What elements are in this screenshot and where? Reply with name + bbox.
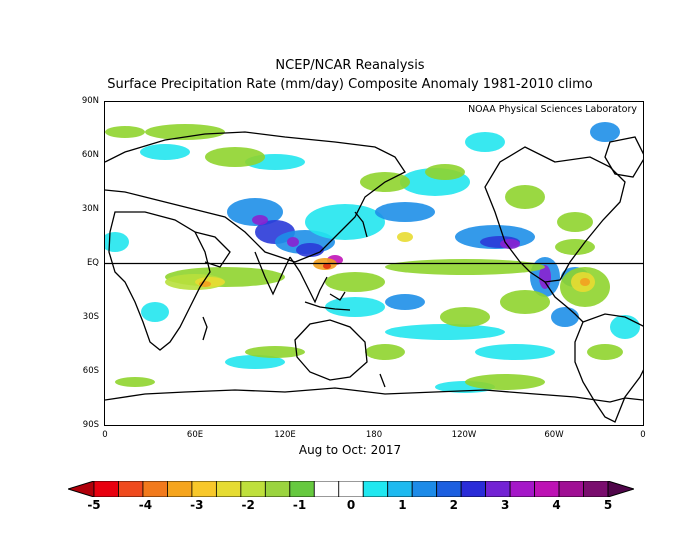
anomaly-region (115, 377, 155, 387)
anomaly-region (465, 374, 545, 390)
colorbar-box (142, 481, 168, 497)
colorbar-box (264, 481, 291, 497)
anomaly-region (465, 132, 505, 152)
colorbar-box (534, 481, 560, 497)
colorbar-label: -4 (138, 498, 153, 512)
anomaly-region (440, 307, 490, 327)
colorbar-label: 5 (603, 498, 613, 512)
lon-label-120w: 120W (451, 430, 477, 440)
anomaly-map (105, 122, 643, 423)
colorbar-box (167, 481, 193, 497)
colorbar-box (509, 481, 535, 497)
anomaly-region (325, 297, 385, 317)
anomaly-region (141, 302, 169, 322)
anomaly-region (551, 307, 579, 327)
colorbar-box (215, 481, 242, 497)
lat-label-60n: 60N (81, 150, 99, 160)
anomaly-region (587, 344, 623, 360)
colorbar-box (240, 481, 266, 497)
anomaly-region (555, 239, 595, 255)
anomaly-region (500, 290, 550, 314)
lon-label-60w: 60W (544, 430, 564, 440)
colorbar-box (558, 481, 584, 497)
lon-label-0: 0 (102, 430, 108, 440)
anomaly-region (323, 263, 331, 269)
colorbar-label: 3 (501, 498, 510, 512)
lat-label-30n: 30N (81, 204, 99, 214)
anomaly-region (475, 344, 555, 360)
anomaly-region (199, 281, 211, 287)
lon-label-60e: 60E (186, 430, 204, 440)
anomaly-region (385, 324, 505, 340)
anomaly-region (227, 198, 283, 226)
colorbar-label: -3 (190, 498, 204, 512)
anomaly-region (385, 294, 425, 310)
colorbar-low-arrow (68, 481, 95, 497)
anomaly-region (105, 126, 145, 138)
anomaly-region (105, 232, 129, 252)
anomaly-region (385, 259, 545, 275)
colorbar-box (118, 481, 144, 497)
lat-label-30s: 30S (82, 312, 99, 322)
colorbar-box (387, 481, 413, 497)
colorbar-box (411, 481, 438, 497)
colorbar-box (583, 481, 609, 497)
colorbar-box (460, 481, 487, 497)
lat-label-90s: 90S (82, 420, 99, 430)
colorbar-box (436, 481, 462, 497)
anomaly-region (425, 164, 465, 180)
lon-label-0-end: 0 (640, 430, 646, 440)
anomaly-region (397, 232, 413, 242)
lat-label-60s: 60S (82, 366, 99, 376)
anomaly-region (145, 124, 225, 140)
coastlines (105, 131, 643, 423)
colorbar-label: -1 (292, 498, 307, 512)
anomaly-region (539, 265, 551, 289)
anomaly-region (287, 237, 299, 247)
colorbar-label: 2 (449, 498, 458, 512)
credit-label: NOAA Physical Sciences Laboratory (466, 104, 639, 115)
colorbar-label: 1 (398, 498, 407, 512)
anomaly-region (296, 243, 324, 257)
lon-label-180: 180 (365, 430, 383, 440)
colorbar-high-arrow (607, 481, 634, 497)
anomaly-region (365, 344, 405, 360)
anomaly-region (205, 147, 265, 167)
colorbar-box (362, 481, 389, 497)
anomaly-region (305, 204, 385, 240)
colorbar-box (191, 481, 217, 497)
anomaly-region (225, 355, 285, 369)
anomaly-region (252, 215, 268, 225)
anomaly-region (580, 278, 590, 286)
anomaly-region (557, 212, 593, 232)
anomaly-region (590, 122, 620, 142)
colorbar-label: -2 (241, 498, 255, 512)
colorbar-label: 4 (552, 498, 561, 512)
colorbar-box (313, 481, 340, 497)
colorbar-box (485, 481, 511, 497)
colorbar-box (338, 481, 364, 497)
anomaly-region (505, 185, 545, 209)
lat-label-eq: EQ (86, 258, 99, 268)
anomaly-region (500, 239, 520, 249)
anomaly-region (610, 315, 640, 339)
anomaly-region (375, 202, 435, 222)
anomaly-region (140, 144, 190, 160)
period-label: Aug to Oct: 2017 (298, 443, 402, 457)
colorbar-box (93, 481, 119, 497)
anomaly-region (245, 346, 305, 358)
colorbar-box (289, 481, 315, 497)
lon-label-120e: 120E (274, 430, 296, 440)
colorbar-label: 0 (346, 498, 356, 512)
lat-label-90n: 90N (81, 96, 99, 106)
colorbar-label: -5 (87, 498, 101, 512)
title-line-2: Surface Precipitation Rate (mm/day) Comp… (107, 77, 593, 92)
map-frame: NOAA Physical Sciences Laboratory (104, 101, 644, 426)
colorbar (68, 481, 634, 497)
anomaly-region (325, 272, 385, 292)
title-line-1: NCEP/NCAR Reanalysis (275, 58, 425, 73)
